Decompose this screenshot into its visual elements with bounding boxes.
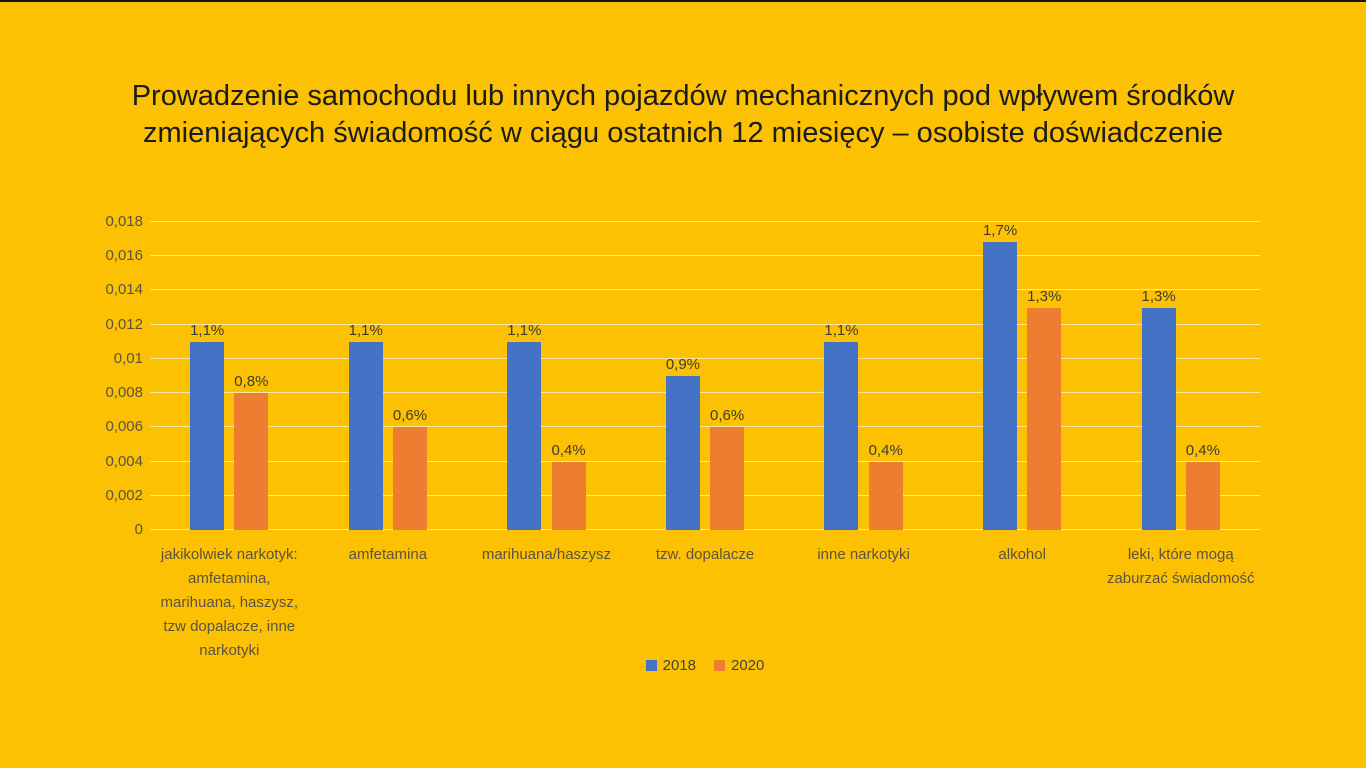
bar-column-2020: 0,4% — [869, 222, 903, 530]
bar-value-label: 0,8% — [234, 373, 269, 391]
plot-area — [150, 221, 1260, 530]
bar-group: 1,1% 0,6% — [309, 222, 468, 530]
bar-value-label: 0,6% — [710, 407, 745, 425]
bar-column-2018: 1,7% — [983, 222, 1017, 530]
bar-column-2020: 0,4% — [551, 222, 586, 530]
y-axis-tick-label: 0,018 — [105, 213, 143, 230]
bar-value-label: 0,4% — [868, 441, 903, 459]
bar-value-label: 1,7% — [982, 222, 1018, 239]
bar-value-label: 0,4% — [551, 441, 586, 459]
bar-2020 — [392, 427, 427, 530]
bar-value-label: 1,3% — [1141, 287, 1176, 305]
bar-2018 — [190, 341, 225, 530]
y-axis-tick-label: 0,006 — [105, 418, 143, 436]
bar-column-2018: 1,1% — [507, 222, 541, 530]
x-axis-category-label: amfetamina — [348, 546, 428, 563]
bar-value-label: 0,9% — [665, 356, 701, 373]
bar-2018 — [824, 341, 859, 530]
y-axis-tick-label: 0,008 — [105, 384, 143, 402]
bar-column-2018: 0,9% — [666, 222, 700, 530]
bar-value-label: 1,3% — [1027, 287, 1062, 305]
gridline — [150, 392, 1260, 394]
bar-2018 — [665, 376, 700, 530]
bar-column-2020: 0,8% — [234, 222, 268, 530]
x-axis-category-label: marihuana/haszysz — [481, 546, 612, 563]
bar-2020 — [1185, 461, 1220, 530]
bar-2020 — [710, 427, 745, 530]
bar-group: 0,9% 0,6% — [626, 222, 785, 530]
bar-group: 1,1% 0,8% — [150, 222, 309, 530]
bar-value-label: 0,6% — [392, 407, 428, 425]
bar-column-2020: 1,3% — [1027, 222, 1061, 530]
x-axis-category-label: jakikolwiek narkotyk: amfetamina, marihu… — [160, 546, 299, 659]
bar-group: 1,1% 0,4% — [467, 222, 626, 530]
bar-column-2018: 1,1% — [824, 222, 859, 530]
y-axis-tick-label: 0 — [134, 521, 143, 538]
bar-2020 — [1027, 307, 1062, 530]
bar-column-2020: 0,4% — [1186, 222, 1220, 530]
bar-column-2018: 1,1% — [349, 222, 383, 530]
gridline — [150, 529, 1260, 530]
bar-group: 1,1% 0,4% — [784, 222, 943, 530]
bar-value-label: 1,1% — [348, 321, 383, 339]
y-axis-tick-label: 0,014 — [105, 281, 143, 299]
bar-column-2018: 1,3% — [1142, 222, 1176, 530]
x-axis-category-label: leki, które mogą zaburzać świadomość — [1106, 546, 1255, 587]
bar-value-label: 1,1% — [190, 321, 225, 339]
legend-label: 2020 — [731, 657, 765, 674]
chart-legend: 2018 2020 — [150, 657, 1260, 674]
legend-item-2020: 2020 — [714, 657, 764, 674]
y-axis-tick-label: 0,004 — [105, 452, 143, 470]
bar-2020 — [551, 461, 586, 530]
gridline — [150, 289, 1260, 291]
gridline — [150, 357, 1260, 359]
legend-swatch-icon — [714, 660, 725, 671]
bar-value-label: 0,4% — [1185, 441, 1220, 459]
y-axis-tick-label: 0,012 — [105, 315, 143, 333]
bar-column-2020: 0,6% — [393, 222, 427, 530]
bar-2018 — [507, 341, 542, 530]
x-axis-category-label: alkohol — [998, 546, 1046, 563]
bar-2018 — [348, 341, 383, 530]
gridline — [150, 494, 1260, 496]
bar-group: 1,7% 1,3% — [943, 222, 1102, 530]
x-axis-category-label: inne narkotyki — [817, 546, 910, 563]
bar-2018 — [1141, 307, 1176, 530]
chart-title: Prowadzenie samochodu lub innych pojazdó… — [131, 80, 1235, 150]
gridline — [150, 255, 1260, 257]
gridline — [150, 460, 1260, 462]
bar-value-label: 1,1% — [507, 321, 542, 339]
bar-2020 — [234, 393, 269, 530]
bar-2018 — [983, 242, 1018, 530]
bar-value-label: 1,1% — [824, 321, 859, 339]
x-axis: jakikolwiek narkotyk: amfetamina, marihu… — [150, 543, 1260, 663]
bar-2020 — [868, 461, 903, 530]
y-axis-tick-label: 0,016 — [105, 247, 143, 265]
gridline — [150, 426, 1260, 428]
x-axis-category-label: tzw. dopalacze — [655, 546, 755, 563]
bar-group: 1,3% 0,4% — [1101, 222, 1260, 530]
bar-groups: 1,1% 0,8% 1,1% 0,6% 1,1% 0,4% 0,9% 0,6% 1,1% 0,4%… — [150, 222, 1260, 530]
legend-label: 2018 — [662, 657, 696, 674]
gridline — [150, 323, 1260, 325]
y-axis-tick-label: 0,002 — [105, 486, 143, 504]
legend-item-2018: 2018 — [645, 657, 696, 674]
bar-column-2020: 0,6% — [710, 222, 744, 530]
gridline — [150, 221, 1260, 222]
y-axis: 0 0,002 0,004 0,006 0,008 0,01 0,012 0,014 0,016… — [58, 214, 143, 538]
legend-swatch-icon — [645, 660, 657, 671]
bar-column-2018: 1,1% — [190, 222, 224, 530]
y-axis-tick-label: 0,01 — [113, 349, 143, 367]
top-border — [0, 0, 1366, 2]
